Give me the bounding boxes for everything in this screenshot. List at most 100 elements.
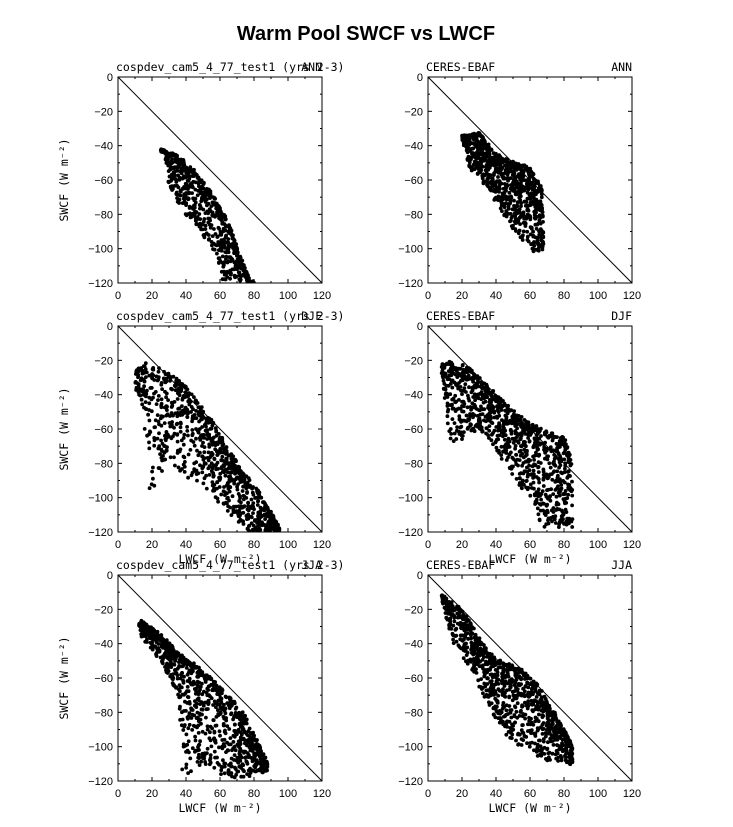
data-point bbox=[215, 449, 220, 453]
data-points bbox=[137, 618, 270, 780]
data-point bbox=[513, 221, 518, 226]
data-point bbox=[205, 188, 210, 193]
data-point bbox=[229, 228, 234, 233]
data-point bbox=[230, 464, 235, 468]
data-point bbox=[260, 520, 264, 525]
data-point bbox=[499, 404, 504, 409]
data-point bbox=[197, 756, 201, 760]
data-point bbox=[497, 433, 502, 438]
data-point bbox=[169, 186, 174, 190]
data-point bbox=[486, 180, 491, 184]
data-point bbox=[516, 209, 520, 214]
data-point bbox=[154, 374, 159, 379]
data-point bbox=[193, 218, 198, 223]
x-tick-label: 120 bbox=[313, 290, 331, 302]
data-point bbox=[201, 197, 206, 202]
x-tick-label: 80 bbox=[558, 290, 570, 302]
data-point bbox=[236, 270, 241, 275]
data-point bbox=[522, 440, 527, 444]
panel-season-label: ANN bbox=[611, 60, 632, 74]
data-point bbox=[462, 430, 466, 434]
data-point bbox=[208, 756, 213, 761]
data-point bbox=[513, 164, 518, 169]
data-point bbox=[505, 422, 509, 426]
data-point bbox=[460, 404, 464, 408]
data-point bbox=[210, 213, 215, 218]
data-point bbox=[190, 419, 195, 424]
data-point bbox=[518, 214, 523, 219]
data-point bbox=[234, 705, 239, 710]
data-point bbox=[536, 465, 540, 470]
data-point bbox=[516, 217, 521, 222]
data-point bbox=[512, 171, 517, 176]
data-point bbox=[173, 159, 178, 164]
data-point bbox=[195, 674, 200, 679]
data-point bbox=[455, 375, 460, 379]
data-point bbox=[515, 174, 520, 179]
x-tick-label: 100 bbox=[279, 788, 297, 800]
data-point bbox=[186, 452, 191, 457]
data-point bbox=[136, 384, 141, 389]
data-point bbox=[256, 523, 260, 528]
data-point bbox=[192, 443, 197, 448]
data-point bbox=[171, 166, 176, 171]
data-point bbox=[201, 457, 206, 462]
data-point bbox=[147, 401, 152, 406]
data-point bbox=[513, 459, 518, 463]
data-point bbox=[473, 424, 478, 428]
data-point bbox=[194, 436, 198, 441]
data-point bbox=[481, 400, 486, 405]
data-point bbox=[190, 728, 195, 732]
data-point bbox=[198, 206, 202, 211]
data-point bbox=[519, 173, 524, 178]
data-point bbox=[506, 177, 511, 182]
data-point bbox=[480, 173, 485, 178]
data-point bbox=[176, 173, 181, 178]
data-point bbox=[193, 187, 198, 192]
data-point bbox=[207, 762, 212, 767]
data-point bbox=[558, 440, 562, 445]
data-point bbox=[497, 160, 502, 165]
data-point bbox=[196, 731, 201, 735]
data-point bbox=[175, 432, 180, 437]
data-point bbox=[566, 485, 571, 490]
data-point bbox=[175, 397, 180, 401]
data-point bbox=[147, 432, 151, 437]
data-point bbox=[461, 388, 466, 393]
data-point bbox=[143, 628, 147, 633]
data-point bbox=[151, 476, 155, 481]
x-axis-title: LWCF (W m⁻²) bbox=[178, 552, 261, 566]
data-point bbox=[159, 447, 164, 452]
data-point bbox=[457, 417, 462, 421]
data-point bbox=[150, 627, 155, 631]
y-tick-label: −60 bbox=[94, 673, 113, 685]
data-point bbox=[204, 231, 209, 236]
data-point bbox=[482, 681, 487, 686]
data-point bbox=[209, 240, 214, 244]
data-point bbox=[268, 517, 273, 522]
data-point bbox=[442, 396, 447, 400]
data-point bbox=[146, 626, 151, 631]
data-point bbox=[562, 522, 566, 526]
data-point bbox=[466, 146, 471, 151]
x-tick-label: 20 bbox=[146, 788, 158, 800]
data-point bbox=[233, 748, 238, 753]
data-point bbox=[236, 260, 241, 264]
data-point bbox=[548, 494, 552, 499]
data-point bbox=[565, 469, 570, 474]
data-point bbox=[519, 201, 523, 206]
reference-line bbox=[427, 325, 633, 533]
data-point bbox=[224, 458, 229, 463]
data-point bbox=[527, 172, 531, 177]
data-point bbox=[219, 772, 223, 776]
data-point bbox=[488, 414, 493, 419]
data-point bbox=[504, 188, 508, 193]
data-point bbox=[493, 439, 498, 444]
data-point bbox=[217, 437, 222, 441]
data-point bbox=[197, 413, 202, 418]
data-point bbox=[209, 461, 214, 466]
data-point bbox=[499, 408, 504, 412]
data-point bbox=[226, 771, 231, 776]
data-point bbox=[238, 738, 243, 743]
data-point bbox=[509, 431, 514, 436]
